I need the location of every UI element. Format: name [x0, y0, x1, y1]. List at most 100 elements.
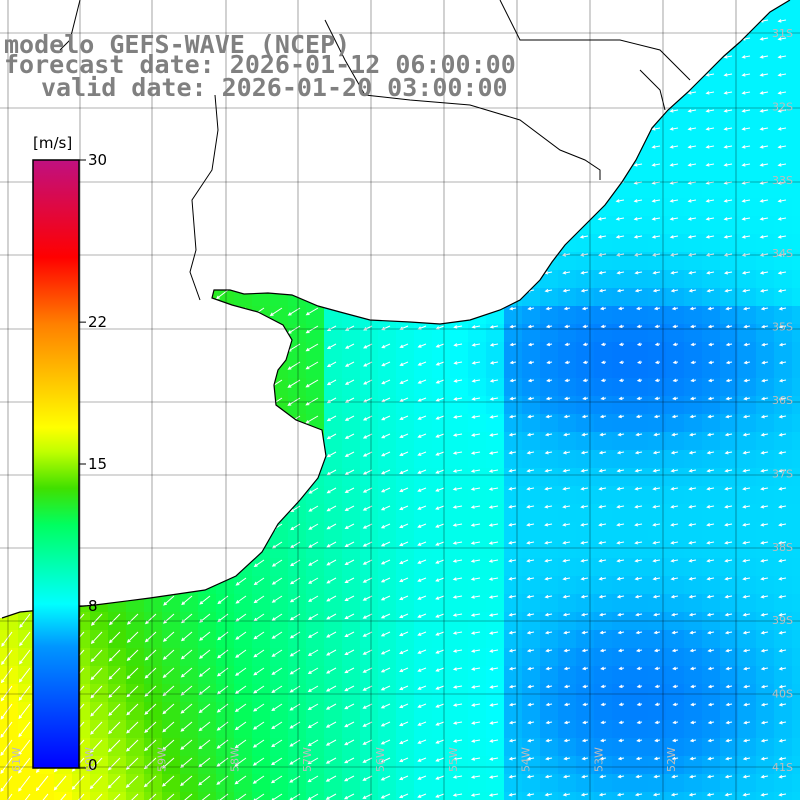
field-cell	[468, 522, 487, 541]
field-cell	[648, 306, 667, 325]
field-cell	[216, 666, 235, 685]
field-cell	[756, 486, 775, 505]
field-cell	[792, 270, 800, 289]
field-cell	[216, 684, 235, 703]
field-cell	[792, 90, 800, 109]
field-cell	[774, 180, 793, 199]
field-cell	[666, 630, 685, 649]
field-cell	[720, 468, 739, 487]
field-cell	[594, 630, 613, 649]
field-cell	[486, 432, 505, 451]
field-cell	[666, 414, 685, 433]
longitude-label: 61W	[10, 747, 23, 772]
field-cell	[738, 180, 757, 199]
field-cell	[288, 684, 307, 703]
field-cell	[792, 558, 800, 577]
field-cell	[648, 180, 667, 199]
field-cell	[738, 576, 757, 595]
field-cell	[558, 738, 577, 757]
field-cell	[162, 720, 181, 739]
field-cell	[612, 558, 631, 577]
field-cell	[792, 450, 800, 469]
field-cell	[792, 720, 800, 739]
field-cell	[720, 234, 739, 253]
field-cell	[360, 630, 379, 649]
field-cell	[126, 684, 145, 703]
field-cell	[540, 738, 559, 757]
field-cell	[540, 270, 559, 289]
field-cell	[504, 360, 523, 379]
field-cell	[756, 90, 775, 109]
field-cell	[594, 702, 613, 721]
field-cell	[234, 576, 253, 595]
field-cell	[450, 720, 469, 739]
field-cell	[792, 432, 800, 451]
field-cell	[648, 720, 667, 739]
field-cell	[630, 180, 649, 199]
field-cell	[522, 450, 541, 469]
field-cell	[414, 792, 433, 800]
field-cell	[702, 720, 721, 739]
field-cell	[630, 198, 649, 217]
field-cell	[126, 774, 145, 793]
field-cell	[666, 144, 685, 163]
field-cell	[738, 396, 757, 415]
field-cell	[684, 792, 703, 800]
field-cell	[702, 108, 721, 127]
field-cell	[342, 756, 361, 775]
field-cell	[306, 630, 325, 649]
field-cell	[774, 432, 793, 451]
field-cell	[486, 504, 505, 523]
field-cell	[756, 360, 775, 379]
field-cell	[648, 468, 667, 487]
field-cell	[198, 702, 217, 721]
field-cell	[612, 414, 631, 433]
field-cell	[324, 648, 343, 667]
field-cell	[756, 396, 775, 415]
field-cell	[774, 252, 793, 271]
field-cell	[630, 702, 649, 721]
field-cell	[684, 684, 703, 703]
field-cell	[144, 630, 163, 649]
field-cell	[648, 540, 667, 559]
field-cell	[270, 558, 289, 577]
field-cell	[180, 756, 199, 775]
field-cell	[270, 630, 289, 649]
field-cell	[558, 792, 577, 800]
field-cell	[684, 162, 703, 181]
field-cell	[684, 666, 703, 685]
field-cell	[720, 162, 739, 181]
field-cell	[558, 594, 577, 613]
field-cell	[360, 360, 379, 379]
field-cell	[180, 684, 199, 703]
field-cell	[522, 540, 541, 559]
field-cell	[450, 324, 469, 343]
field-cell	[234, 756, 253, 775]
field-cell	[612, 378, 631, 397]
field-cell	[684, 576, 703, 595]
field-cell	[540, 360, 559, 379]
field-cell	[666, 108, 685, 127]
field-cell	[756, 684, 775, 703]
field-cell	[666, 522, 685, 541]
latitude-label: 36S	[772, 394, 793, 407]
field-cell	[612, 522, 631, 541]
field-cell	[738, 630, 757, 649]
field-cell	[504, 684, 523, 703]
field-cell	[486, 540, 505, 559]
field-cell	[558, 306, 577, 325]
field-cell	[612, 720, 631, 739]
field-cell	[756, 252, 775, 271]
field-cell	[252, 648, 271, 667]
field-cell	[450, 378, 469, 397]
field-cell	[18, 648, 37, 667]
field-cell	[504, 648, 523, 667]
field-cell	[522, 468, 541, 487]
field-cell	[684, 702, 703, 721]
field-cell	[684, 522, 703, 541]
field-cell	[738, 306, 757, 325]
field-cell	[774, 72, 793, 91]
field-cell	[486, 378, 505, 397]
field-cell	[342, 648, 361, 667]
field-cell	[486, 648, 505, 667]
